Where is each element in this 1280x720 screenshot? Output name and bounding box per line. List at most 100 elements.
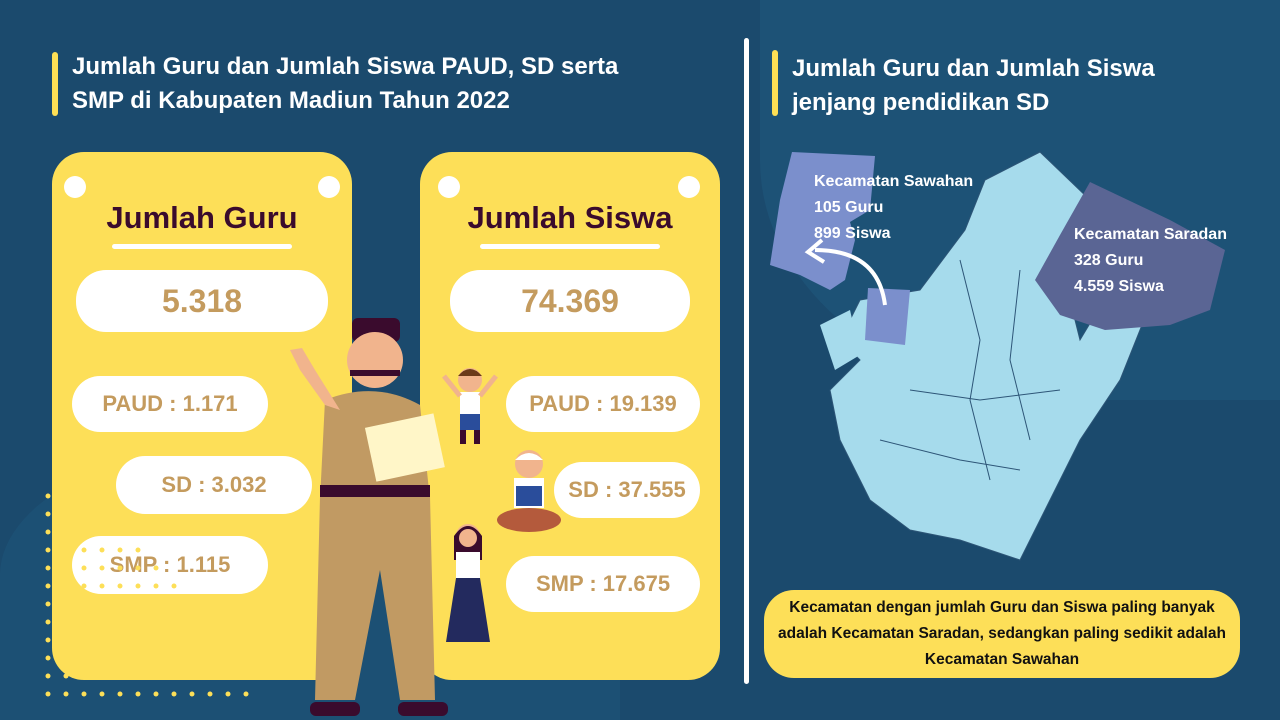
decorative-dot — [63, 511, 69, 517]
decorative-dot — [243, 691, 249, 697]
student-reading-illustration — [497, 450, 561, 532]
decorative-dot — [189, 619, 195, 625]
siswa-paud: PAUD : 19.139 — [506, 376, 700, 432]
sawahan-siswa: 899 Siswa — [814, 225, 891, 242]
decorative-dot — [117, 601, 123, 607]
sawahan-guru: 105 Guru — [814, 199, 884, 216]
sawahan-region-south — [865, 288, 910, 345]
saradan-guru: 328 Guru — [1074, 252, 1144, 269]
saradan-label: Kecamatan Saradan 328 Guru 4.559 Siswa — [1074, 222, 1227, 300]
decorative-dot — [63, 655, 69, 661]
decorative-dot — [63, 673, 69, 679]
left-title-line1: Jumlah Guru dan Jumlah Siswa PAUD, SD se… — [72, 53, 619, 80]
decorative-dot — [153, 673, 159, 679]
decorative-dot — [225, 637, 231, 643]
guru-smp: SMP : 1.115 — [72, 536, 268, 594]
summary-note: Kecamatan dengan jumlah Guru dan Siswa p… — [764, 590, 1240, 678]
decorative-dot — [81, 673, 87, 679]
siswa-total: 74.369 — [450, 270, 690, 332]
decorative-dot — [81, 655, 87, 661]
decorative-dot — [171, 691, 177, 697]
decorative-dot — [135, 547, 141, 553]
decorative-dot — [45, 691, 51, 697]
decorative-dot — [99, 511, 105, 517]
sawahan-name: Kecamatan Sawahan — [814, 173, 974, 190]
title-accent — [52, 52, 58, 116]
saradan-region — [1035, 182, 1225, 330]
teacher-illustration — [290, 318, 448, 716]
title-accent — [772, 50, 778, 116]
card-hole — [64, 176, 86, 198]
decorative-dot — [99, 673, 105, 679]
decorative-dot — [117, 691, 123, 697]
decorative-dot — [117, 529, 123, 535]
decorative-dot — [135, 673, 141, 679]
decorative-dot — [207, 691, 213, 697]
heading-underline — [480, 244, 660, 249]
decorative-dot — [45, 529, 51, 535]
guru-total: 5.318 — [76, 270, 328, 332]
decorative-dot — [171, 583, 177, 589]
decorative-dot — [81, 691, 87, 697]
decorative-dot — [81, 529, 87, 535]
decorative-dot — [117, 565, 123, 571]
decorative-dot — [99, 655, 105, 661]
guru-heading: Jumlah Guru — [106, 200, 298, 235]
decorative-dot — [45, 601, 51, 607]
decorative-dot — [135, 583, 141, 589]
decorative-dot — [117, 673, 123, 679]
decorative-dot — [153, 565, 159, 571]
decorative-dot — [81, 583, 87, 589]
decorative-dot — [153, 655, 159, 661]
decorative-dot — [45, 655, 51, 661]
decorative-dot — [153, 583, 159, 589]
decorative-dot — [135, 637, 141, 643]
arrow-head-icon — [804, 238, 826, 264]
decorative-dot — [117, 637, 123, 643]
decorative-dot — [63, 547, 69, 553]
student-girl-illustration — [446, 524, 490, 642]
right-title-line2: jenjang pendidikan SD — [792, 89, 1050, 116]
arrow-icon — [814, 248, 887, 306]
decorative-dot — [189, 673, 195, 679]
card-hole — [438, 176, 460, 198]
decorative-dot — [45, 565, 51, 571]
decorative-dot — [99, 529, 105, 535]
decorative-dot — [45, 511, 51, 517]
decorative-dot — [45, 583, 51, 589]
decorative-dot — [81, 547, 87, 553]
decorative-dot — [45, 637, 51, 643]
decorative-dot — [81, 601, 87, 607]
decorative-dot — [135, 691, 141, 697]
decorative-dot — [81, 619, 87, 625]
decorative-dot — [153, 619, 159, 625]
decorative-dot — [135, 655, 141, 661]
district-borders — [879, 259, 1061, 481]
decorative-dot — [117, 583, 123, 589]
card-hole — [318, 176, 340, 198]
decorative-dot — [63, 529, 69, 535]
decorative-dot — [189, 637, 195, 643]
decorative-dot — [207, 637, 213, 643]
decorative-dot — [63, 691, 69, 697]
decorative-dot — [243, 655, 249, 661]
map-region-base-west — [820, 310, 860, 370]
decorative-dot — [45, 619, 51, 625]
decorative-dot — [99, 619, 105, 625]
decorative-dot — [225, 655, 231, 661]
saradan-name: Kecamatan Saradan — [1074, 226, 1227, 243]
decorative-dot — [81, 565, 87, 571]
saradan-siswa: 4.559 Siswa — [1074, 278, 1164, 295]
decorative-dot — [189, 691, 195, 697]
decorative-dot — [99, 637, 105, 643]
decorative-dot — [153, 601, 159, 607]
right-title: Jumlah Guru dan Jumlah Siswa jenjang pen… — [792, 52, 1252, 120]
decorative-dot — [153, 691, 159, 697]
decorative-dot — [45, 493, 51, 499]
guru-sd: SD : 3.032 — [116, 456, 312, 514]
map-region-base — [829, 151, 1161, 561]
decorative-dot — [99, 565, 105, 571]
guru-paud: PAUD : 1.171 — [72, 376, 268, 432]
decorative-dot — [45, 547, 51, 553]
decorative-dot — [99, 691, 105, 697]
